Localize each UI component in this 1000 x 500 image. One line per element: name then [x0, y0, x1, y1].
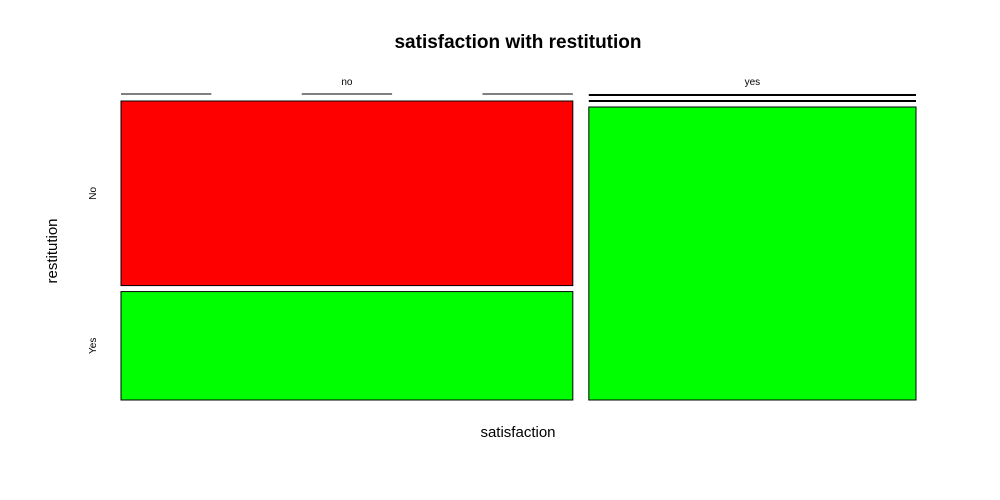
- y-tick-label-Yes: Yes: [88, 338, 99, 354]
- mosaic-tiles: no No Yes yes: [88, 77, 917, 401]
- tile-no-Yes: [120, 291, 574, 401]
- x-axis-label: satisfaction: [480, 424, 555, 441]
- chart-title: satisfaction with restitution: [394, 32, 641, 53]
- x-tick-label-yes: yes: [745, 77, 761, 88]
- y-tick-label-No: No: [88, 186, 99, 199]
- tile-yes-No: [588, 106, 917, 401]
- x-tick-label-no: no: [341, 77, 353, 88]
- y-axis-label: restitution: [44, 218, 61, 283]
- tile-no-No: [120, 100, 574, 287]
